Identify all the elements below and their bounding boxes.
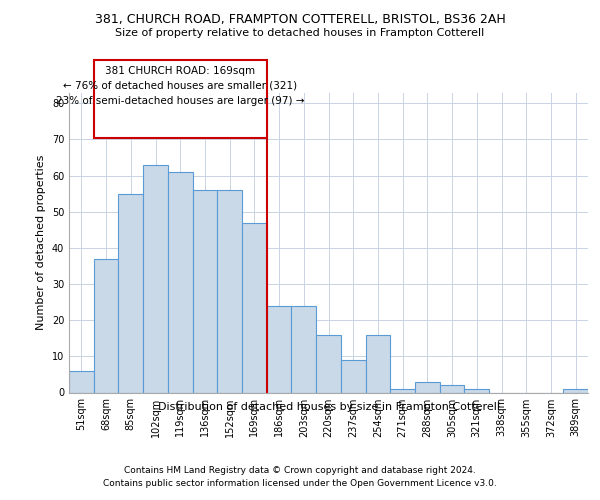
Text: Contains HM Land Registry data © Crown copyright and database right 2024.: Contains HM Land Registry data © Crown c… [124,466,476,475]
Bar [94,259,118,392]
Bar [464,389,489,392]
Bar [563,389,588,392]
Bar [440,386,464,392]
Text: 23% of semi-detached houses are larger (97) →: 23% of semi-detached houses are larger (… [56,96,304,106]
Bar [168,172,193,392]
Text: ← 76% of detached houses are smaller (321): ← 76% of detached houses are smaller (32… [63,81,297,91]
Text: Distribution of detached houses by size in Frampton Cotterell: Distribution of detached houses by size … [158,402,500,412]
Bar [390,389,415,392]
Bar [143,165,168,392]
Bar [118,194,143,392]
Text: 381, CHURCH ROAD, FRAMPTON COTTERELL, BRISTOL, BS36 2AH: 381, CHURCH ROAD, FRAMPTON COTTERELL, BR… [95,12,505,26]
Bar [193,190,217,392]
Text: Contains public sector information licensed under the Open Government Licence v3: Contains public sector information licen… [103,478,497,488]
Bar [415,382,440,392]
Bar [267,306,292,392]
Bar [217,190,242,392]
Bar [242,222,267,392]
Bar [365,334,390,392]
Text: Size of property relative to detached houses in Frampton Cotterell: Size of property relative to detached ho… [115,28,485,38]
Text: 381 CHURCH ROAD: 169sqm: 381 CHURCH ROAD: 169sqm [105,66,255,76]
Bar [69,371,94,392]
Bar [316,334,341,392]
Y-axis label: Number of detached properties: Number of detached properties [36,155,46,330]
Bar [341,360,365,392]
Bar [292,306,316,392]
